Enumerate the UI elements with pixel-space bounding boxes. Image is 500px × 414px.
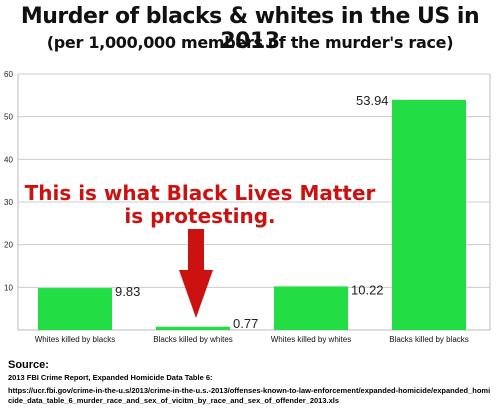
chart-subtitle: (per 1,000,000 members of the murder's r…: [46, 33, 454, 52]
annotation-line-1: This is what Black Lives Matter: [25, 181, 376, 205]
y-tick-label: 60: [4, 70, 13, 79]
bar: [274, 286, 348, 330]
y-tick-label: 10: [4, 283, 13, 292]
source-heading: Source:: [8, 359, 49, 371]
y-tick-label: 50: [4, 113, 13, 122]
source-text: 2013 FBI Crime Report, Expanded Homicide…: [8, 373, 213, 382]
x-tick-label: Blacks killed by blacks: [389, 335, 469, 344]
bar: [38, 288, 112, 330]
y-tick-label: 30: [4, 198, 13, 207]
chart-title: Murder of blacks & whites in the US in 2…: [20, 4, 480, 54]
annotation-arrow-icon: [179, 229, 213, 318]
bar: [156, 326, 230, 330]
bar-value-label: 53.94: [356, 93, 389, 108]
bar-value-label: 10.22: [351, 282, 384, 297]
bar-chart: 10 20 30 40 50 60 9.83 Whites killed by blacks 0…: [4, 70, 491, 344]
bar-value-label: 9.83: [115, 284, 140, 299]
bar: [392, 99, 466, 330]
source-url: https://ucr.fbi.gov/crime-in-the-u.s/201…: [8, 386, 491, 405]
x-tick-label: Blacks killed by whites: [153, 335, 233, 344]
x-tick-label: Whites killed by whites: [271, 335, 351, 344]
bar-value-label: 0.77: [233, 316, 258, 331]
x-tick-label: Whites killed by blacks: [35, 335, 115, 344]
annotation-line-2: is protesting.: [124, 204, 275, 228]
y-tick-label: 40: [4, 155, 13, 164]
y-tick-label: 20: [4, 241, 13, 250]
